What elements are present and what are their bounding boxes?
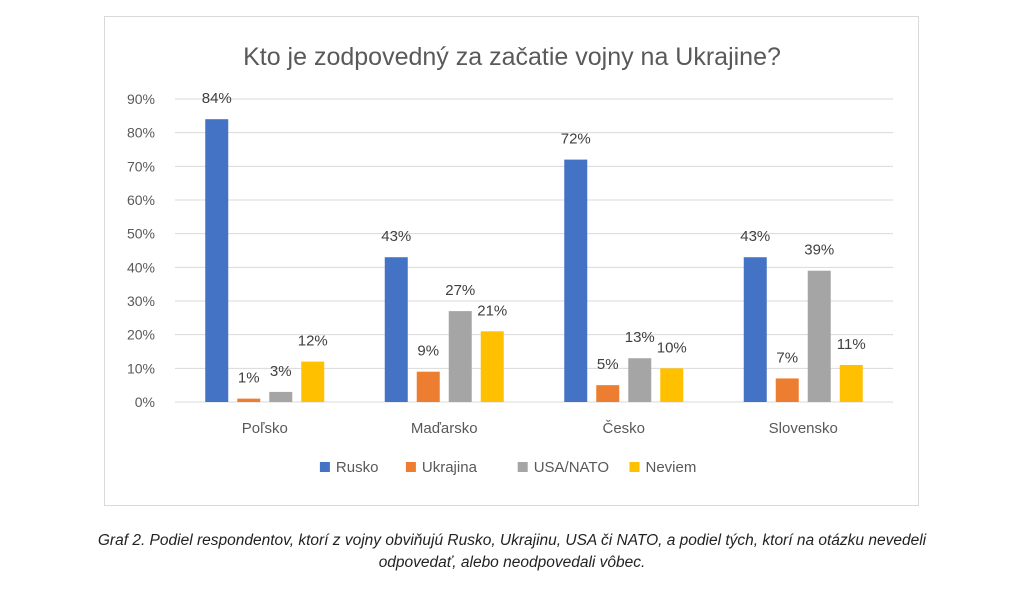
x-axis-ticks: Poľsko Maďarsko Česko Slovensko [242,420,838,437]
bar-rusko [384,257,408,402]
data-labels: 84% 1% 3% 12% 43% 9% 27%21% 72% 5% 13%10% 43% 7% 39%… [202,90,866,386]
y-tick-label: 50% [127,226,155,242]
bar-ukrajina [237,398,261,402]
y-tick-label: 70% [127,158,155,174]
x-tick-label: Maďarsko [411,420,478,437]
data-label: 21% [477,302,507,319]
bar-usa-nato [448,311,472,402]
bar-ukrajina [416,371,440,402]
legend-label: USA/NATO [534,459,609,476]
chart-frame: Kto je zodpovedný za začatie vojny na Uk… [104,16,919,506]
bar-usa-nato [269,391,293,402]
legend-swatch [319,462,330,472]
y-tick-label: 90% [127,91,155,107]
gridlines [175,98,893,403]
bars [205,119,863,402]
bar-usa-nato [807,270,831,402]
y-tick-label: 20% [127,327,155,343]
bar-neviem [480,331,504,402]
x-tick-label: Poľsko [242,420,288,437]
bar-neviem [660,368,684,402]
legend-label: Ukrajina [422,459,478,476]
y-tick-label: 30% [127,293,155,309]
y-axis-ticks: 0% 10% 20% 30% 40% 50% 60% 70% 80% 90% [127,91,155,410]
data-label: 72% [561,131,591,148]
y-tick-label: 80% [127,125,155,141]
data-label: 7% [776,349,798,366]
x-tick-label: Slovensko [769,420,838,437]
legend-swatch [629,462,640,472]
data-label: 9% [417,343,439,360]
legend-swatch [517,462,528,472]
bar-rusko [564,159,588,402]
y-tick-label: 10% [127,360,155,376]
data-label: 13% [625,329,655,346]
legend: Rusko Ukrajina USA/NATO Neviem [319,459,697,476]
caption-line-1: Graf 2. Podiel respondentov, ktorí z voj… [97,532,927,549]
bar-chart: Kto je zodpovedný za začatie vojny na Uk… [127,43,893,476]
legend-swatch [405,462,416,472]
y-tick-label: 40% [127,259,155,275]
data-label: 43% [740,228,770,245]
y-tick-label: 0% [135,394,155,410]
caption-line-2: odpovedať, alebo neodpovedali vôbec. [378,554,646,571]
x-tick-label: Česko [602,420,645,437]
data-label: 3% [270,363,292,380]
bar-ukrajina [596,385,620,402]
bar-rusko [743,257,767,402]
chart-title: Kto je zodpovedný za začatie vojny na Uk… [243,43,781,71]
bar-neviem [301,361,325,402]
data-label: 43% [381,228,411,245]
data-label: 12% [298,333,328,350]
data-label: 1% [238,370,260,387]
y-tick-label: 60% [127,192,155,208]
data-label: 11% [837,336,866,353]
figure-caption: Graf 2. Podiel respondentov, ktorí z voj… [0,530,1024,574]
bar-ukrajina [775,378,799,402]
bar-neviem [839,364,863,402]
data-label: 84% [202,90,232,107]
legend-label: Rusko [336,459,379,476]
bar-usa-nato [628,358,652,402]
data-label: 27% [445,282,475,299]
legend-label: Neviem [646,459,697,476]
data-label: 39% [804,242,834,259]
bar-rusko [205,119,229,402]
data-label: 5% [597,356,619,373]
data-label: 10% [657,339,687,356]
